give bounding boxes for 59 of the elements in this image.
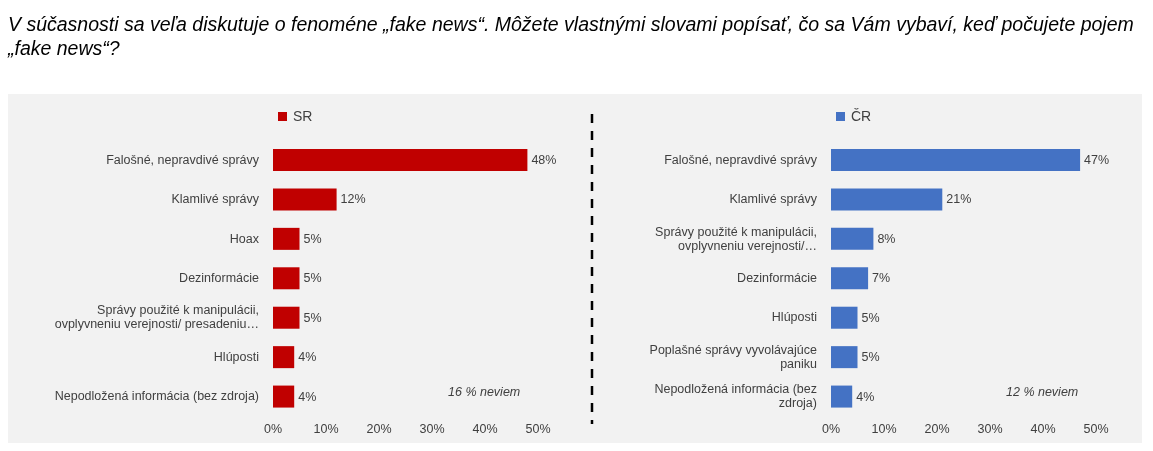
bar	[831, 306, 858, 329]
bar	[831, 188, 943, 211]
y-tick-label: Nepodložená informácia (bez zdroja)	[54, 389, 259, 404]
y-tick-label: Správy použité k manipulácii, ovplyvneniu verejnosti/…	[655, 224, 817, 253]
bar	[831, 227, 874, 250]
data-label: 5%	[303, 310, 322, 325]
y-tick-label: Falošné, nepravdivé správy	[664, 152, 818, 167]
y-tick-label: Klamlivé správy	[729, 192, 818, 207]
chart-title: V súčasnosti sa veľa diskutuje o fenoméne „fake news“. Môžete vlastnými slovami popísať, čo sa Vám vybaví, keď počujete pojem „fake news“?	[8, 12, 1135, 60]
y-tick-label: Dezinformácie	[179, 271, 260, 285]
bar	[273, 267, 300, 290]
y-tick-label: Hlúposti	[213, 349, 259, 364]
data-label: 5%	[303, 271, 322, 286]
bar	[831, 385, 853, 408]
bar	[273, 227, 300, 250]
x-tick-label: 30%	[419, 421, 445, 436]
x-tick-label: 50%	[1083, 421, 1109, 436]
x-tick-label: 40%	[1030, 421, 1056, 436]
y-tick-label: Hlúposti	[771, 310, 817, 325]
x-tick-label: 10%	[313, 421, 339, 436]
bar	[831, 346, 858, 369]
data-label: 4%	[856, 389, 875, 404]
bar	[273, 188, 337, 211]
y-tick-label: Poplašné správy vyvolávajúce paniku	[649, 342, 818, 371]
bar	[273, 306, 300, 329]
annotation: 12 % neviem	[1006, 385, 1079, 399]
data-label: 12%	[340, 192, 366, 207]
data-label: 4%	[298, 350, 317, 365]
y-tick-label: Správy použité k manipulácii, ovplyvneniu verejnosti/ presadeniu…	[54, 303, 259, 332]
x-tick-label: 20%	[924, 421, 950, 436]
data-label: 5%	[303, 231, 322, 246]
annotation: 16 % neviem	[448, 385, 521, 399]
bar	[273, 149, 528, 171]
x-tick-label: 0%	[821, 421, 841, 436]
bar	[273, 346, 295, 369]
x-tick-label: 50%	[525, 421, 551, 436]
x-tick-label: 20%	[366, 421, 392, 436]
x-tick-label: 10%	[871, 421, 897, 436]
legend-label: ČR	[850, 108, 872, 124]
bar	[831, 267, 869, 290]
bar	[273, 385, 295, 408]
x-tick-label: 40%	[472, 421, 498, 436]
y-tick-label: Nepodložená informácia (bez zdroja)	[654, 382, 817, 411]
bar	[831, 149, 1081, 171]
data-label: 5%	[861, 310, 880, 325]
x-tick-label: 0%	[263, 421, 283, 436]
data-label: 4%	[298, 389, 317, 404]
y-tick-label: Klamlivé správy	[171, 192, 260, 207]
y-tick-label: Falošné, nepravdivé správy	[106, 152, 260, 167]
data-label: 5%	[861, 350, 880, 365]
x-tick-label: 30%	[977, 421, 1003, 436]
y-tick-label: Dezinformácie	[737, 271, 818, 285]
y-tick-label: Hoax	[229, 231, 260, 246]
data-label: 48%	[531, 153, 557, 167]
data-label: 21%	[946, 192, 972, 207]
data-label: 7%	[872, 271, 891, 286]
data-label: 8%	[877, 231, 896, 246]
legend-label: SR	[292, 108, 313, 124]
data-label: 47%	[1084, 153, 1110, 167]
